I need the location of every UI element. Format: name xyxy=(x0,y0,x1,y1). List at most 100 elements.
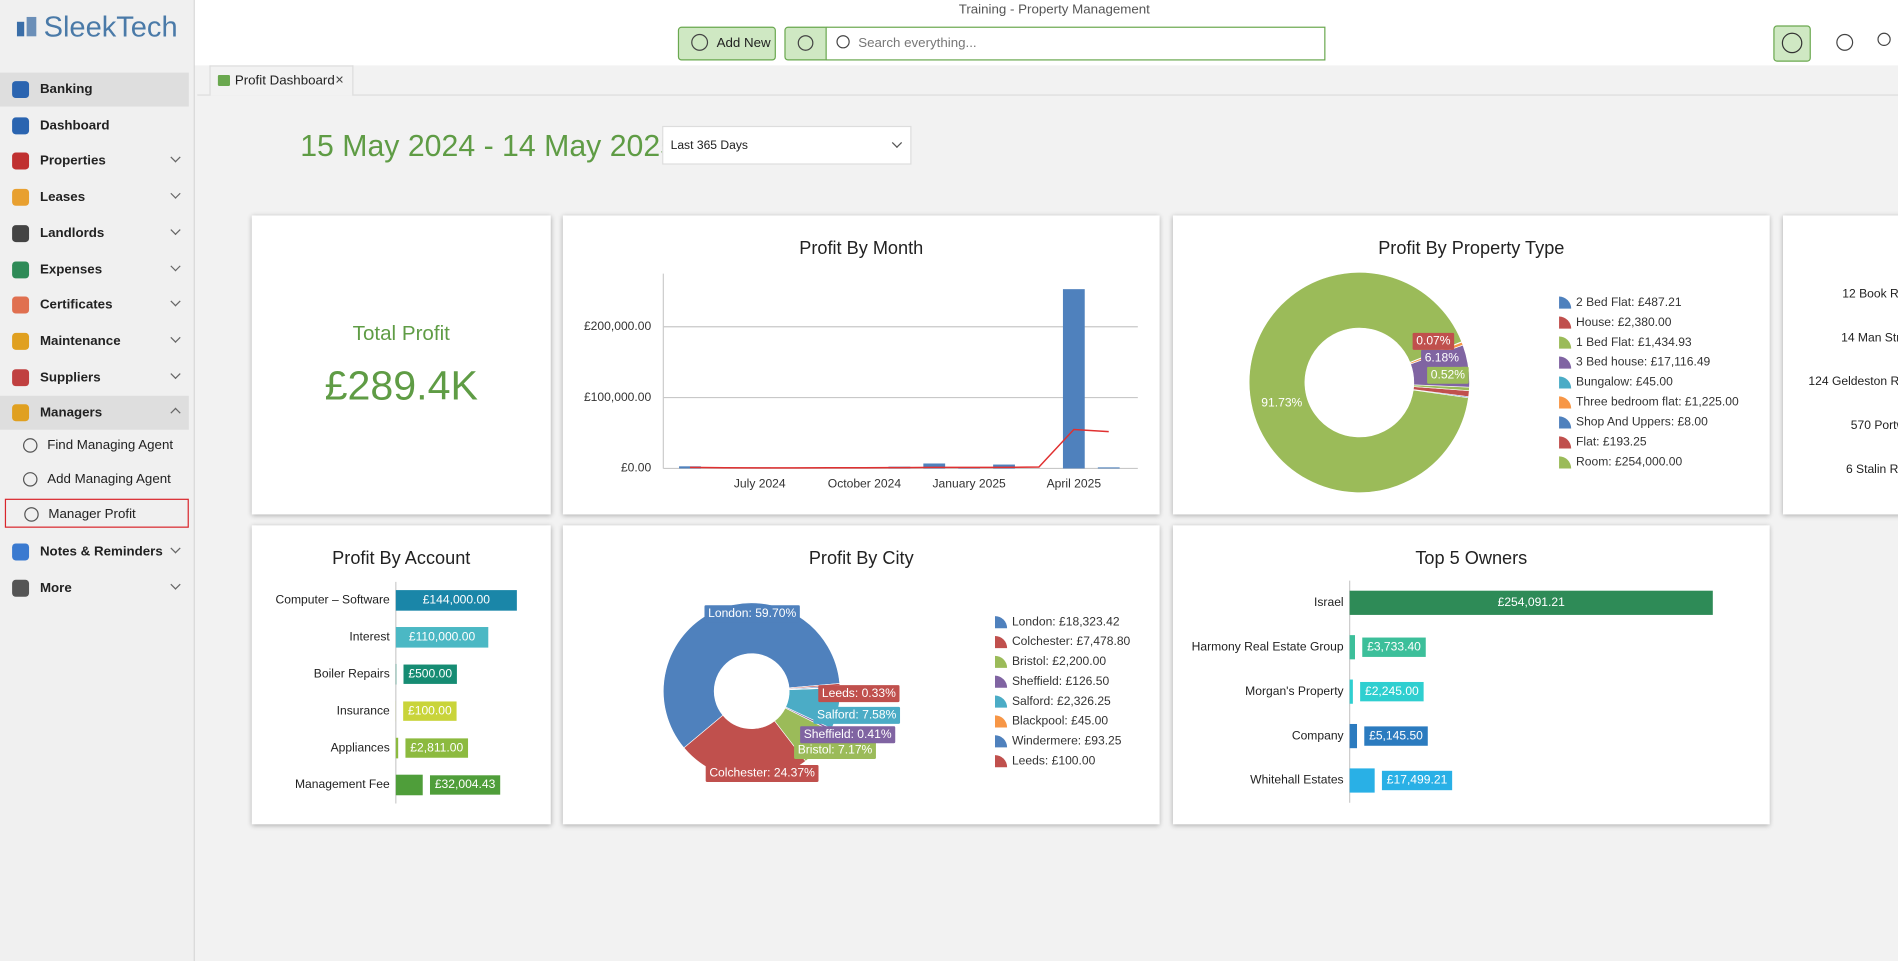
divider xyxy=(197,94,1898,96)
sidebar-item[interactable]: Banking xyxy=(0,72,189,107)
legend-swatch xyxy=(1559,316,1572,329)
data-label-box xyxy=(800,726,896,744)
legend-label: Room: £254,000.00 xyxy=(1576,455,1683,469)
legend-label: Windermere: £93.25 xyxy=(1012,733,1122,747)
sidebar-item[interactable]: Managers xyxy=(0,396,189,431)
add-new-button[interactable]: Add New xyxy=(677,26,776,61)
legend-label: Three bedroom flat: £1,225.00 xyxy=(1576,395,1739,409)
category-label: Interest xyxy=(349,630,390,644)
top-bar: Training - Property Management Add New S… xyxy=(194,0,1898,66)
logo-icon xyxy=(15,15,42,39)
data-label: Leeds: 0.33% xyxy=(822,686,896,700)
sidebar-item[interactable]: Notes & Reminders xyxy=(0,535,189,569)
data-label: 6.18% xyxy=(1425,350,1460,364)
sidebar-icon xyxy=(12,296,30,314)
data-label: Salford: 7.58% xyxy=(817,708,897,722)
category-label: Harmony Real Estate Group xyxy=(1192,639,1344,653)
sidebar-icon xyxy=(12,152,30,170)
sidebar-icon xyxy=(12,368,30,386)
legend-swatch xyxy=(1559,416,1572,429)
legend-swatch xyxy=(994,755,1008,768)
chart: Top 5 Owners Israel £254,091.21 Harmony Rea… xyxy=(1192,548,1713,803)
chart-title: Profit By Month xyxy=(799,238,923,258)
sidebar-item[interactable]: Properties xyxy=(0,145,189,179)
legend-label: Leeds: £100.00 xyxy=(1012,753,1096,767)
category-label: Boiler Repairs xyxy=(314,666,390,680)
submenu-item[interactable]: Find Managing Agent xyxy=(5,431,189,460)
data-label-box xyxy=(704,605,800,623)
total-profit-value: £289.4K xyxy=(324,363,478,410)
add-new-label: Add New xyxy=(716,36,771,51)
chart-title: Profit By City xyxy=(809,548,915,568)
sidebar-item[interactable]: Expenses xyxy=(0,252,189,286)
help-button[interactable] xyxy=(1836,33,1854,51)
sidebar-label: Landlords xyxy=(39,226,105,241)
sidebar-label: Managers xyxy=(39,405,103,421)
data-label-box xyxy=(705,765,819,782)
sidebar-item[interactable]: Leases xyxy=(0,180,189,214)
chart: Profit By Property Type 0.52% 6.18% 0.07% 91… xyxy=(1248,238,1739,493)
chevron xyxy=(170,260,181,271)
sidebar-label: Suppliers xyxy=(39,369,101,385)
data-label-box xyxy=(1364,726,1428,746)
bar xyxy=(395,627,489,648)
row-label: 12 Book Ro xyxy=(1842,286,1898,300)
category-label: Israel xyxy=(1314,595,1344,609)
tab-close[interactable]: × xyxy=(335,71,344,89)
data-label: Sheffield: 0.41% xyxy=(804,727,892,741)
legend-label: Salford: £2,326.25 xyxy=(1012,694,1111,708)
legend-swatch xyxy=(994,655,1008,668)
category-label: Computer – Software xyxy=(275,593,390,607)
sidebar-item[interactable]: Dashboard xyxy=(0,109,189,143)
sidebar-item[interactable]: Maintenance xyxy=(0,324,189,358)
tab[interactable]: Profit Dashboard × xyxy=(209,65,354,96)
legend-label: Bristol: £2,200.00 xyxy=(1012,654,1106,668)
sidebar-item[interactable]: Suppliers xyxy=(0,360,189,394)
data-label-box xyxy=(1421,349,1463,367)
row-label: 6 Stalin Ro xyxy=(1846,462,1898,476)
partial-card: 12 Book Ro 14 Man Str 124 Geldeston Ro 570 … xyxy=(1783,215,1898,515)
data-label-box xyxy=(1427,366,1469,384)
bar xyxy=(1349,768,1375,793)
category-label: Morgan's Property xyxy=(1245,684,1344,698)
chart-title: Profit By Account xyxy=(332,548,470,568)
submenu-item[interactable]: Manager Profit xyxy=(4,498,189,528)
data-label: Bristol: 7.17% xyxy=(798,743,873,757)
data-label-box xyxy=(403,664,457,684)
chevron xyxy=(170,224,181,235)
legend-label: London: £18,323.42 xyxy=(1012,614,1120,628)
sidebar-item[interactable]: Landlords xyxy=(0,216,189,250)
period-select[interactable]: Last 365 Days xyxy=(662,125,912,165)
sidebar-label: Maintenance xyxy=(39,333,121,349)
submenu-item[interactable]: Add Managing Agent xyxy=(5,465,189,494)
category-label: Whitehall Estates xyxy=(1250,773,1343,787)
sidebar-item[interactable]: More xyxy=(0,571,189,605)
y-tick-label: £100,000.00 xyxy=(584,390,652,404)
search-box[interactable]: Search everything... xyxy=(825,26,1326,61)
brand: SleekTech xyxy=(43,10,178,44)
bar xyxy=(1062,289,1085,469)
data-label-box xyxy=(1257,394,1306,412)
chevron xyxy=(170,152,181,163)
chart: Profit By Month £0.00 £100,000.00 £200,000.… xyxy=(584,238,1138,490)
bar xyxy=(1097,467,1120,469)
sync-button[interactable] xyxy=(1773,25,1811,62)
submenu-label: Manager Profit xyxy=(48,507,136,522)
bar xyxy=(395,774,423,796)
profit-by-city-card: Profit By City London: 59.70% Colchester: … xyxy=(562,525,1160,825)
data-label: £2,245.00 xyxy=(1365,684,1419,698)
chart-title: Profit By Property Type xyxy=(1378,238,1564,258)
user-button[interactable] xyxy=(1877,32,1891,46)
history-button[interactable] xyxy=(784,26,828,61)
submenu-icon xyxy=(22,438,38,453)
data-label: £254,091.21 xyxy=(1498,595,1566,609)
sidebar-item[interactable]: Certificates xyxy=(0,288,189,322)
data-label: £110,000.00 xyxy=(409,630,476,644)
data-label-box xyxy=(794,742,876,759)
data-label: £500.00 xyxy=(408,666,452,680)
submenu-icon xyxy=(24,507,39,522)
sidebar-icon xyxy=(12,81,30,99)
x-tick-label: April 2025 xyxy=(1047,476,1102,490)
data-label: £5,145.50 xyxy=(1369,728,1423,742)
submenu-label: Find Managing Agent xyxy=(47,438,174,453)
